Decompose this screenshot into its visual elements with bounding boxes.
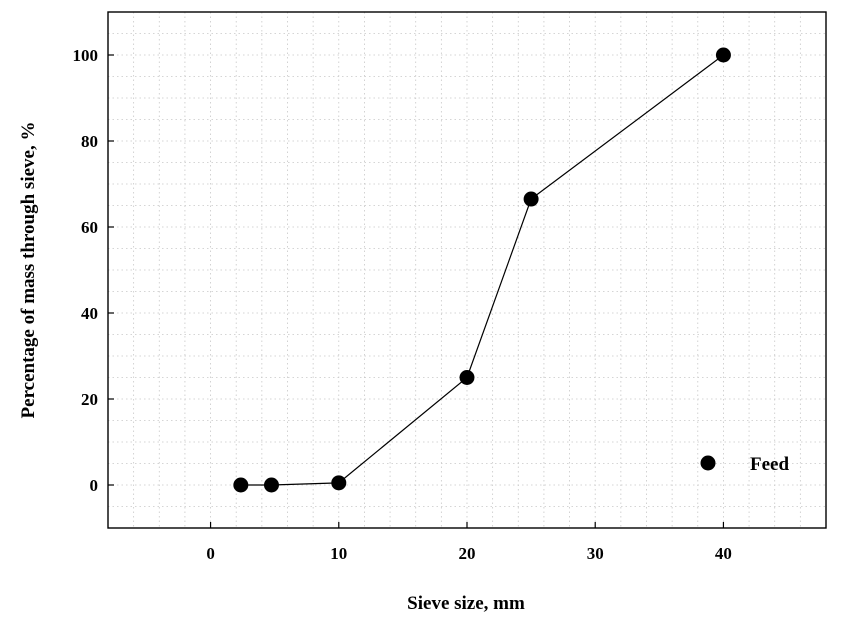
legend: Feed [700,454,789,475]
y-axis-title: Percentage of mass through sieve, % [18,122,39,419]
data-point [523,191,539,207]
axes: 0 10 20 30 40 0 20 40 60 80 100 [73,11,827,563]
data-point [715,47,731,63]
data-point [263,477,279,493]
x-axis-title: Sieve size, mm [407,593,525,614]
x-tick-label: 10 [330,544,347,563]
y-tick-label: 60 [81,218,98,237]
x-tick-label: 20 [459,544,476,563]
grid [107,11,827,529]
legend-marker [700,455,716,471]
x-tick-label: 0 [206,544,215,563]
data-point [233,477,249,493]
y-tick-label: 0 [90,476,99,495]
x-tick-label: 40 [715,544,732,563]
data-point [459,370,475,385]
x-tick-label: 30 [587,544,604,563]
y-tick-label: 40 [81,304,98,323]
y-tick-label: 100 [73,46,99,65]
data-point [331,475,347,491]
series-layer [233,47,731,493]
legend-label: Feed [750,454,789,475]
y-tick-label: 80 [81,132,98,151]
y-tick-label: 20 [81,390,98,409]
